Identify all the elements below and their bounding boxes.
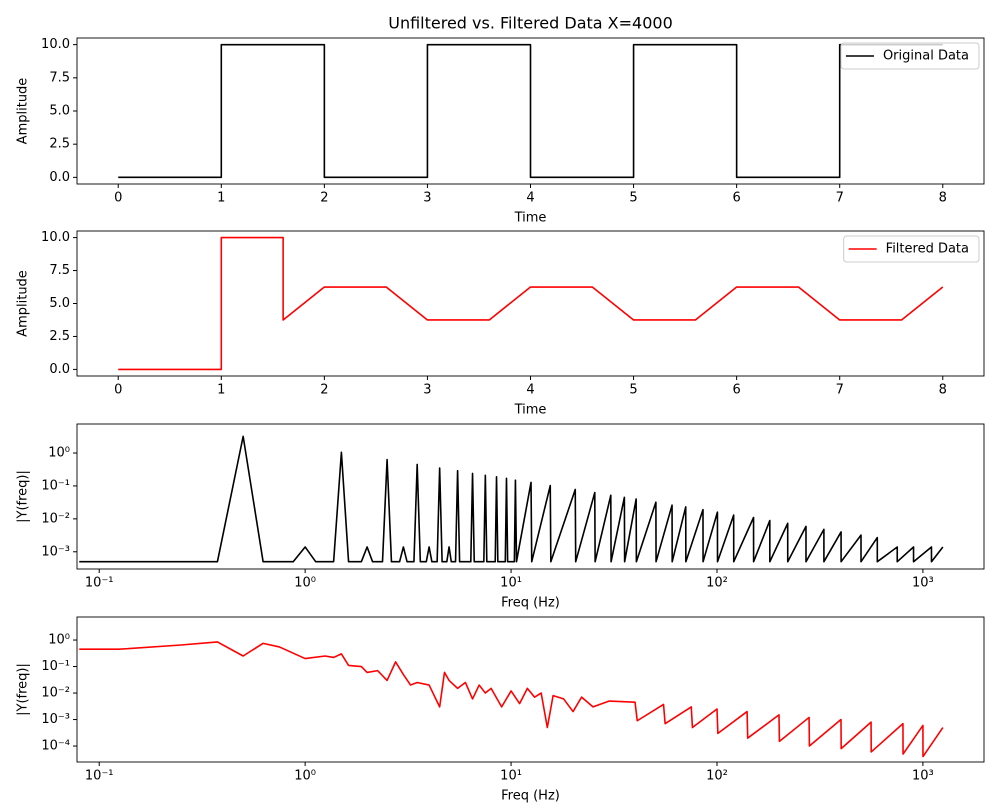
- legend-box: [843, 235, 980, 263]
- y-tick-label: 10⁰: [48, 633, 70, 648]
- legend-label: Original Data: [883, 49, 969, 64]
- x-axis-label: Time: [514, 403, 547, 418]
- x-tick-label: 2: [320, 191, 328, 206]
- y-tick-label: 0.0: [49, 362, 70, 377]
- axes-frame: [76, 230, 985, 377]
- y-tick-label: 10⁻⁴: [41, 739, 70, 754]
- y-tick-label: 10⁻¹: [41, 478, 70, 493]
- x-axis-label: Freq (Hz): [501, 789, 560, 804]
- x-tick-label: 10⁻¹: [85, 769, 114, 784]
- y-tick-label: 10⁻³: [41, 544, 70, 559]
- y-tick-label: 5.0: [49, 104, 70, 119]
- data-line: [79, 435, 944, 563]
- x-tick-label: 3: [423, 383, 431, 398]
- y-tick-label: 7.5: [49, 263, 70, 278]
- x-tick-label: 8: [939, 383, 947, 398]
- y-tick-label: 5.0: [49, 296, 70, 311]
- legend-label: Filtered Data: [886, 242, 969, 257]
- y-tick-label: 2.5: [49, 137, 70, 152]
- x-tick-label: 0: [114, 191, 122, 206]
- chart-title: Unfiltered vs. Filtered Data X=4000: [388, 14, 673, 33]
- y-tick-label: 10⁻¹: [41, 659, 70, 674]
- x-tick-label: 10¹: [500, 576, 522, 591]
- axes-frame: [76, 616, 985, 763]
- x-tick-label: 10³: [912, 576, 934, 591]
- x-tick-label: 10⁰: [294, 576, 316, 591]
- y-axis-label: Amplitude: [16, 270, 31, 337]
- x-tick-label: 1: [217, 191, 225, 206]
- axes-frame: [76, 423, 985, 570]
- y-tick-label: 10⁻³: [41, 712, 70, 727]
- legend: Original Data: [840, 42, 980, 70]
- x-tick-label: 10⁻¹: [85, 576, 114, 591]
- y-axis-label: Amplitude: [16, 78, 31, 145]
- y-tick-label: 2.5: [49, 329, 70, 344]
- x-axis-label: Time: [514, 211, 547, 226]
- x-tick-label: 7: [836, 191, 844, 206]
- y-axis-label: |Y(freq)|: [16, 470, 31, 523]
- y-axis-label: |Y(freq)|: [16, 663, 31, 716]
- axes-frame: [76, 37, 985, 185]
- y-tick-label: 7.5: [49, 70, 70, 85]
- x-tick-label: 3: [423, 191, 431, 206]
- data-line: [118, 236, 944, 371]
- x-tick-label: 6: [732, 383, 740, 398]
- data-line: [118, 43, 943, 179]
- x-tick-label: 10⁰: [294, 769, 316, 784]
- x-tick-label: 7: [836, 383, 844, 398]
- x-tick-label: 2: [320, 383, 328, 398]
- y-tick-label: 10.0: [41, 37, 70, 52]
- legend: Filtered Data: [843, 235, 980, 263]
- y-tick-label: 0.0: [49, 170, 70, 185]
- x-tick-label: 10¹: [500, 769, 522, 784]
- x-tick-label: 0: [114, 383, 122, 398]
- x-tick-label: 5: [629, 383, 637, 398]
- x-tick-label: 10²: [706, 769, 728, 784]
- data-line: [79, 641, 944, 758]
- y-tick-label: 10⁻²: [41, 511, 70, 526]
- x-tick-label: 4: [526, 383, 534, 398]
- x-axis-label: Freq (Hz): [501, 596, 560, 611]
- x-tick-label: 10³: [912, 769, 934, 784]
- x-tick-label: 8: [939, 191, 947, 206]
- y-tick-label: 10⁰: [48, 446, 70, 461]
- y-tick-label: 10⁻²: [41, 686, 70, 701]
- x-tick-label: 6: [732, 191, 740, 206]
- x-tick-label: 10²: [706, 576, 728, 591]
- x-tick-label: 1: [217, 383, 225, 398]
- x-tick-label: 5: [629, 191, 637, 206]
- x-tick-label: 4: [526, 191, 534, 206]
- legend-box: [840, 42, 980, 70]
- y-tick-label: 10.0: [41, 230, 70, 245]
